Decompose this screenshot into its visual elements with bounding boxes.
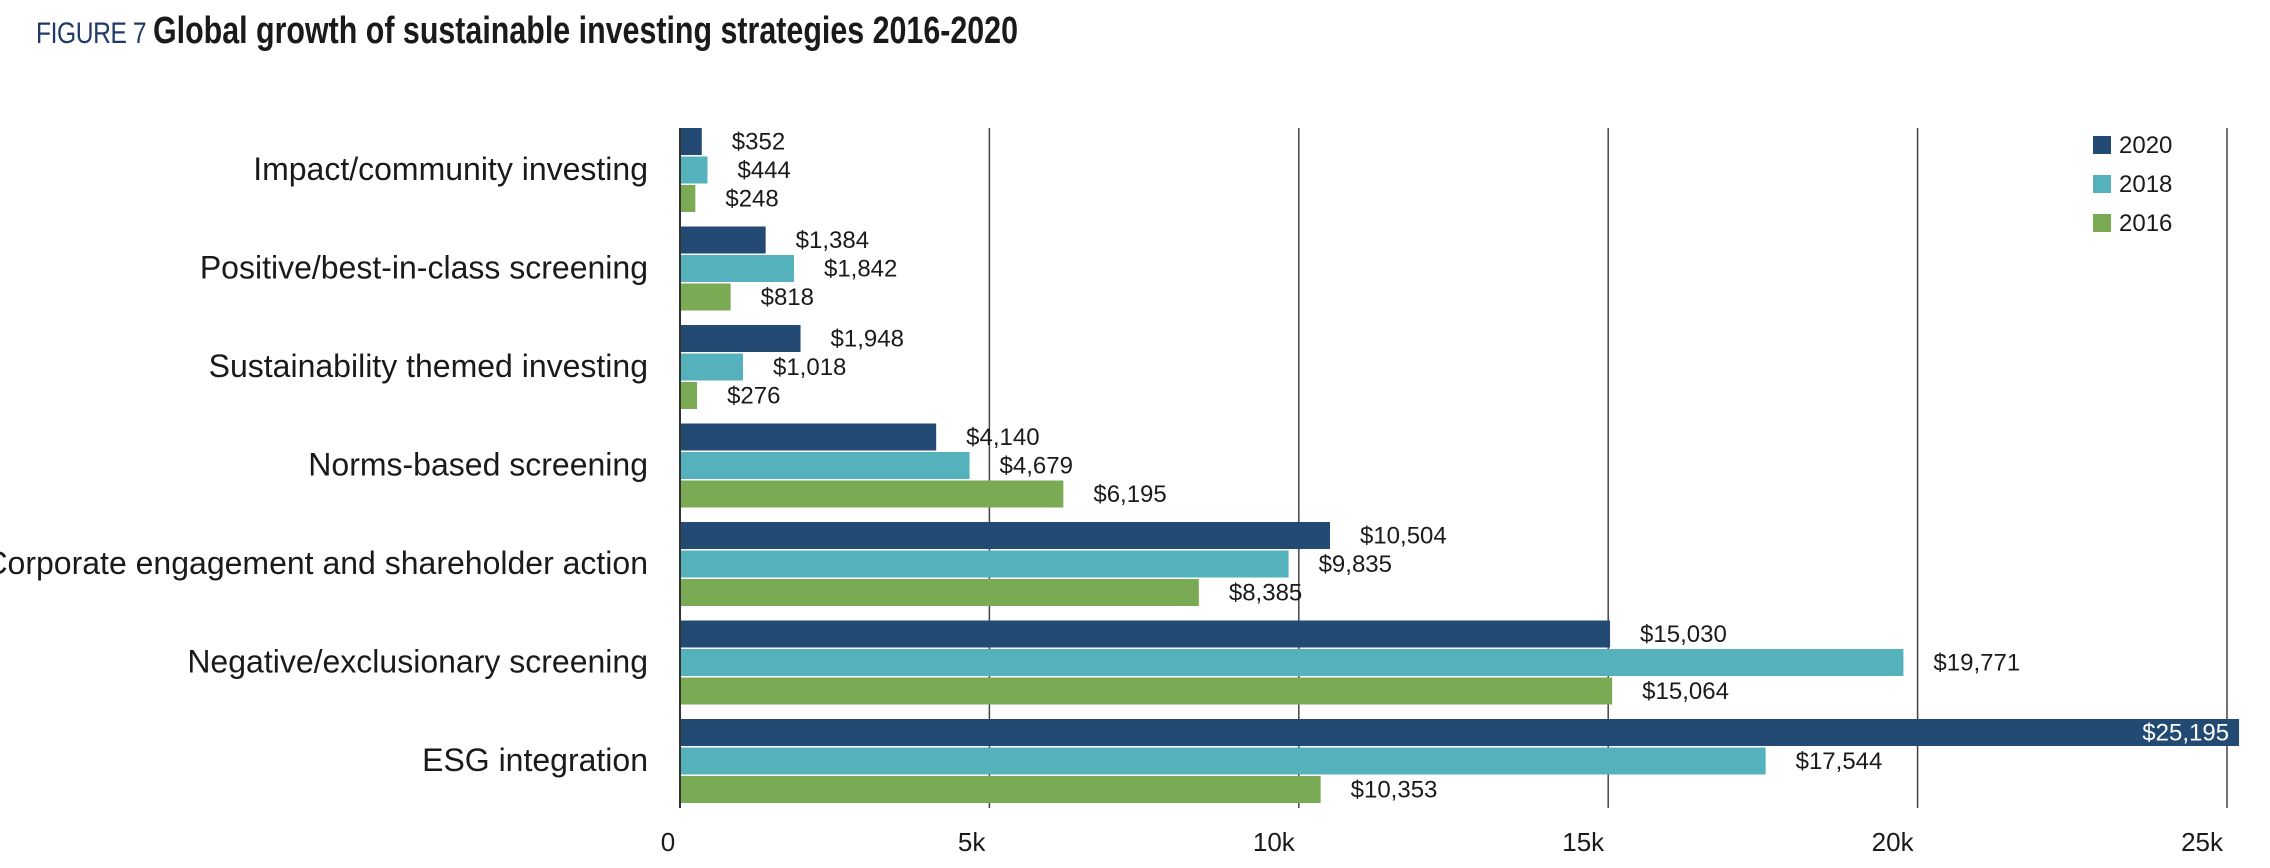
figure-header: FIGURE 7 Global growth of sustainable in… — [36, 10, 1234, 53]
category-label: Norms-based screening — [308, 447, 648, 483]
value-label: $8,385 — [1229, 580, 1302, 607]
x-tick-label: 20k — [1872, 827, 1915, 857]
value-label: $15,064 — [1642, 678, 1729, 705]
bar-2020 — [680, 620, 1611, 648]
value-label: $1,018 — [773, 354, 846, 381]
category-label: Corporate engagement and shareholder act… — [0, 545, 648, 581]
value-label: $4,140 — [966, 424, 1039, 451]
value-label: $1,384 — [796, 227, 869, 254]
bar-2018 — [680, 452, 970, 479]
category-label: Impact/community investing — [253, 151, 648, 187]
bar-2018 — [680, 156, 708, 184]
value-label: $25,195 — [2142, 720, 2229, 747]
bar-2020 — [680, 325, 801, 352]
bar-2020 — [680, 128, 702, 155]
value-label: $276 — [727, 383, 780, 410]
legend-label: 2016 — [2119, 210, 2172, 237]
value-label: $1,948 — [831, 326, 904, 353]
chart-title: Global growth of sustainable investing s… — [152, 10, 1018, 52]
bar-2020 — [680, 522, 1330, 549]
legend-label: 2018 — [2119, 171, 2172, 198]
x-tick-label: 5k — [958, 827, 986, 857]
value-label: $19,771 — [1933, 650, 2020, 677]
legend-swatch-2020 — [2093, 136, 2111, 154]
bar-2018 — [680, 649, 1904, 676]
bar-2016 — [680, 579, 1199, 606]
value-label: $17,544 — [1796, 748, 1883, 775]
value-label: $4,679 — [1000, 453, 1073, 480]
value-label: $352 — [732, 129, 785, 156]
value-label: $818 — [761, 284, 814, 311]
category-label: Sustainability themed investing — [209, 348, 648, 384]
bar-2018 — [680, 255, 794, 282]
figure-label: FIGURE 7 — [36, 17, 147, 50]
x-tick-label: 10k — [1253, 827, 1296, 857]
value-label: $10,504 — [1360, 523, 1447, 550]
x-tick-label: 0 — [661, 827, 675, 857]
value-label: $444 — [737, 157, 790, 184]
bar-2018 — [680, 747, 1766, 775]
x-tick-label: 15k — [1562, 827, 1605, 857]
legend-label: 2020 — [2119, 132, 2172, 159]
legend-swatch-2016 — [2093, 214, 2111, 232]
bar-2020 — [680, 719, 2240, 746]
value-label: $6,195 — [1093, 481, 1166, 508]
legend-swatch-2018 — [2093, 175, 2111, 193]
bar-2016 — [680, 480, 1064, 508]
bar-2020 — [680, 226, 766, 254]
bar-2016 — [680, 382, 698, 409]
bar-2020 — [680, 423, 937, 451]
bar-2016 — [680, 677, 1613, 705]
value-label: $15,030 — [1640, 621, 1727, 648]
category-label: ESG integration — [422, 742, 648, 778]
value-label: $248 — [725, 186, 778, 213]
bar-2016 — [680, 283, 731, 311]
category-label: Positive/best-in-class screening — [200, 250, 648, 286]
value-label: $1,842 — [824, 256, 897, 283]
bar-2018 — [680, 550, 1289, 578]
bar-2018 — [680, 353, 743, 381]
value-label: $10,353 — [1351, 777, 1438, 804]
category-label: Negative/exclusionary screening — [187, 644, 648, 680]
bar-2016 — [680, 776, 1321, 803]
bar-2016 — [680, 185, 696, 212]
value-label: $9,835 — [1319, 551, 1392, 578]
x-tick-label: 25k — [2181, 827, 2224, 857]
